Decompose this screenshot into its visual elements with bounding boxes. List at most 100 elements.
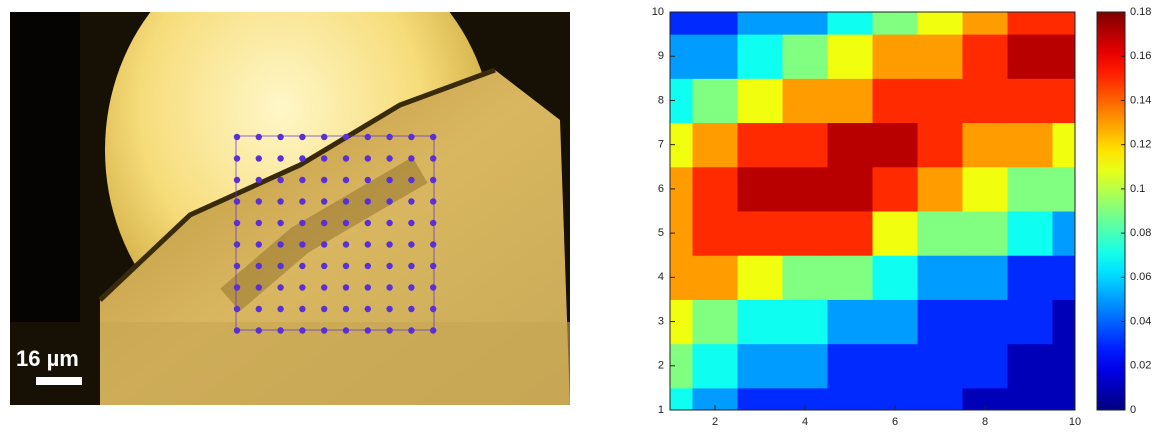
contour-cell [1053, 388, 1076, 411]
y-tick-label: 6 [658, 183, 664, 195]
contour-cell [693, 299, 739, 344]
contour-cell [828, 123, 874, 168]
contour-cell [873, 299, 919, 344]
contour-cell [783, 123, 829, 168]
contour-cell [828, 299, 874, 344]
contour-cell [828, 255, 874, 300]
contour-cell [693, 344, 739, 389]
contour-cell [1053, 78, 1076, 123]
contour-cell [963, 167, 1009, 212]
contour-cell [1008, 344, 1054, 389]
contour-cell [828, 78, 874, 123]
contour-cell [783, 211, 829, 256]
contour-cell [873, 211, 919, 256]
y-tick-label: 2 [658, 360, 664, 372]
micrograph [10, 0, 570, 405]
contour-cell [738, 255, 784, 300]
contour-cell [918, 255, 964, 300]
contour-cell [873, 123, 919, 168]
contour-cell [738, 211, 784, 256]
contour-cell [738, 34, 784, 79]
contour-cell [873, 255, 919, 300]
colorbar-tick-label: 0.14 [1130, 94, 1151, 106]
x-tick-label: 6 [892, 416, 898, 428]
contour-cell [1053, 211, 1076, 256]
contour-cell [918, 211, 964, 256]
y-tick-label: 9 [658, 50, 664, 62]
contour-cell [670, 388, 693, 411]
contour-cell [963, 12, 1009, 35]
contour-cell [738, 344, 784, 389]
colorbar [1097, 12, 1125, 410]
contour-cell [918, 34, 964, 79]
contour-cell [670, 12, 693, 35]
y-tick-label: 4 [658, 271, 664, 283]
contour-cell [828, 12, 874, 35]
contour-cell [783, 34, 829, 79]
contour-cell [1053, 255, 1076, 300]
contour-cell [963, 211, 1009, 256]
contour-cell [963, 123, 1009, 168]
contour-cell [828, 211, 874, 256]
contour-cell [918, 12, 964, 35]
y-tick-label: 8 [658, 94, 664, 106]
contour-cell [738, 299, 784, 344]
contour-cell [918, 344, 964, 389]
figure: 16 µm 2468101234567891000.020.040.060.08… [0, 0, 1164, 430]
contour-cell [693, 255, 739, 300]
contour-cell [693, 34, 739, 79]
contour-cell [963, 78, 1009, 123]
colorbar-tick-label: 0.04 [1130, 315, 1151, 327]
colorbar-tick-label: 0 [1130, 404, 1136, 416]
contour-cell [828, 388, 874, 411]
contour-cell [783, 167, 829, 212]
contour-cell [738, 78, 784, 123]
contour-cell [828, 167, 874, 212]
contour-cell [1053, 123, 1076, 168]
colorbar-tick-label: 0.12 [1130, 139, 1151, 151]
contour-cell [783, 344, 829, 389]
contour-cell [873, 12, 919, 35]
contour-cell [963, 299, 1009, 344]
contour-cell [783, 299, 829, 344]
colorbar-tick-label: 0.02 [1130, 360, 1151, 372]
contour-cell [1008, 78, 1054, 123]
contour-cell [738, 12, 784, 35]
contour-cell [783, 78, 829, 123]
x-tick-label: 8 [982, 416, 988, 428]
contour-cell [918, 78, 964, 123]
contour-cell [1008, 12, 1054, 35]
y-tick-label: 7 [658, 139, 664, 151]
contour-cell [918, 299, 964, 344]
contour-cell [1053, 344, 1076, 389]
contour-cell [693, 211, 739, 256]
contour-cell [738, 123, 784, 168]
y-tick-label: 3 [658, 315, 664, 327]
contour-cell [963, 344, 1009, 389]
x-tick-label: 2 [712, 416, 718, 428]
contour-cell [693, 78, 739, 123]
contour-cell [1008, 211, 1054, 256]
contour-cell [783, 255, 829, 300]
contour-cell [1053, 167, 1076, 212]
contour-cell [873, 167, 919, 212]
contour-cell [1053, 12, 1076, 35]
y-tick-label: 10 [652, 6, 664, 18]
colorbar-tick-label: 0.06 [1130, 271, 1151, 283]
contour-cell [873, 34, 919, 79]
scale-label: 16 µm [16, 346, 79, 371]
contour-cell [693, 167, 739, 212]
y-tick-label: 1 [658, 404, 664, 416]
x-tick-label: 10 [1069, 416, 1081, 428]
contour-cell [873, 344, 919, 389]
contour-cell [738, 167, 784, 212]
colorbar-tick-label: 0.18 [1130, 6, 1151, 18]
contour-cell [1053, 34, 1076, 79]
contour-cell [693, 123, 739, 168]
contour-cell [963, 255, 1009, 300]
contour-cell [1008, 167, 1054, 212]
contour-cell [1008, 123, 1054, 168]
colorbar-tick-label: 0.1 [1130, 183, 1145, 195]
colorbar-tick-label: 0.16 [1130, 50, 1151, 62]
